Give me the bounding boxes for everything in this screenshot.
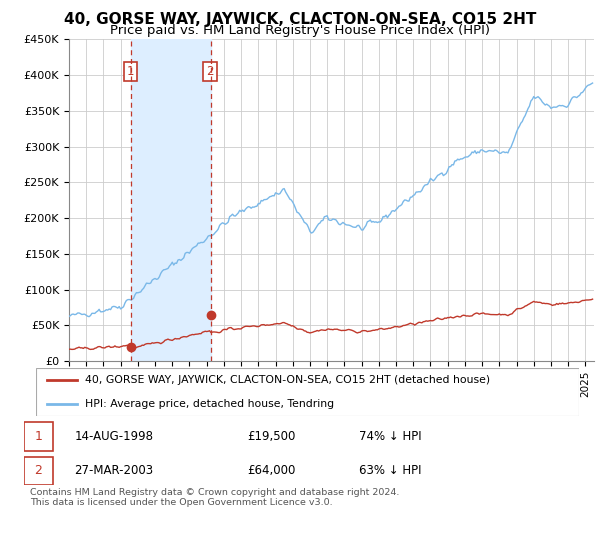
- FancyBboxPatch shape: [24, 456, 53, 485]
- Text: 63% ↓ HPI: 63% ↓ HPI: [359, 464, 421, 477]
- Text: 40, GORSE WAY, JAYWICK, CLACTON-ON-SEA, CO15 2HT (detached house): 40, GORSE WAY, JAYWICK, CLACTON-ON-SEA, …: [85, 375, 490, 385]
- Text: Contains HM Land Registry data © Crown copyright and database right 2024.
This d: Contains HM Land Registry data © Crown c…: [30, 488, 400, 507]
- Text: HPI: Average price, detached house, Tendring: HPI: Average price, detached house, Tend…: [85, 399, 334, 409]
- Text: 1: 1: [35, 430, 43, 443]
- Text: 40, GORSE WAY, JAYWICK, CLACTON-ON-SEA, CO15 2HT: 40, GORSE WAY, JAYWICK, CLACTON-ON-SEA, …: [64, 12, 536, 27]
- Text: Price paid vs. HM Land Registry's House Price Index (HPI): Price paid vs. HM Land Registry's House …: [110, 24, 490, 36]
- Text: 2: 2: [206, 65, 214, 78]
- Text: £19,500: £19,500: [247, 430, 296, 443]
- Text: 74% ↓ HPI: 74% ↓ HPI: [359, 430, 421, 443]
- Text: 27-MAR-2003: 27-MAR-2003: [74, 464, 154, 477]
- FancyBboxPatch shape: [24, 422, 53, 451]
- Text: 1: 1: [127, 65, 134, 78]
- Text: £64,000: £64,000: [247, 464, 296, 477]
- Text: 2: 2: [35, 464, 43, 477]
- Bar: [131, 39, 211, 361]
- Text: 14-AUG-1998: 14-AUG-1998: [74, 430, 153, 443]
